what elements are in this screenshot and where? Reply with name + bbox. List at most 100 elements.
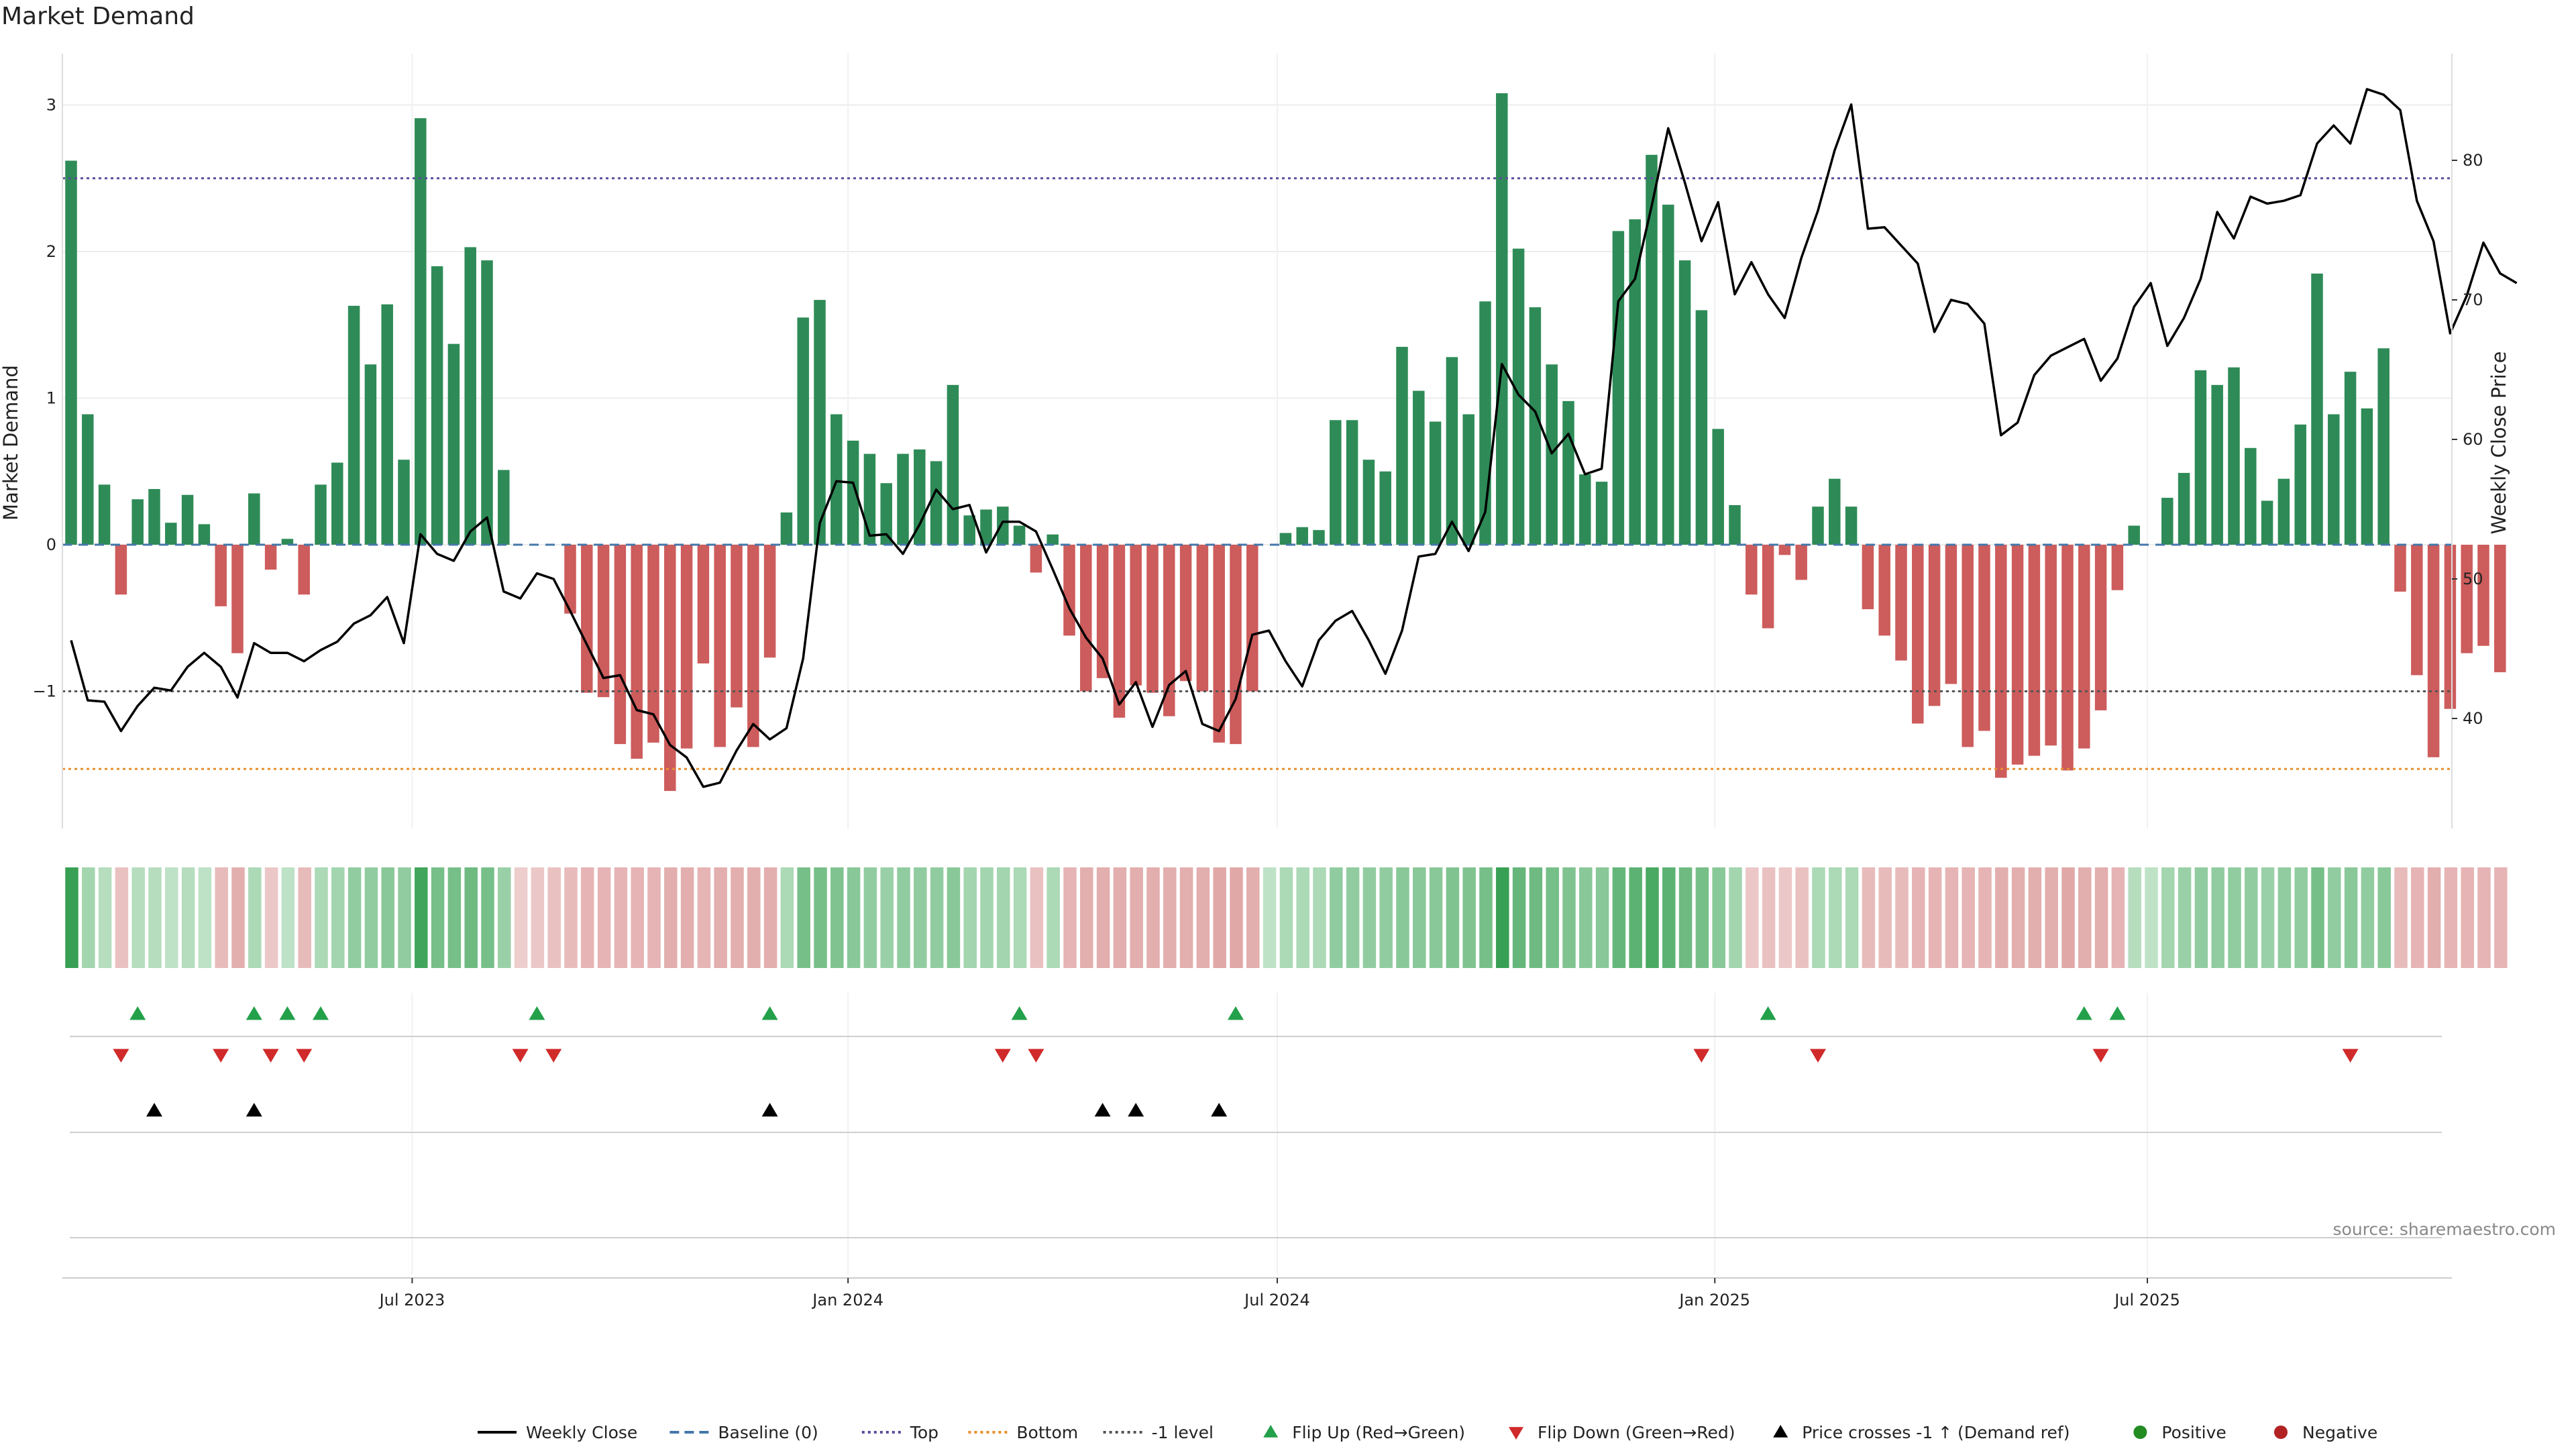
strip-cell (830, 867, 844, 968)
strip-cell (2161, 867, 2175, 968)
demand-bar (2377, 348, 2390, 545)
demand-bar (947, 384, 959, 545)
demand-bar (1429, 421, 1442, 545)
demand-bar (1795, 545, 1807, 580)
legend-label: Baseline (0) (718, 1423, 818, 1442)
demand-bar (763, 545, 776, 658)
strip-cell (2028, 867, 2042, 968)
demand-bar (198, 524, 211, 545)
y-right-axis-label: Weekly Close Price (2487, 352, 2510, 535)
strip-cell (1546, 867, 1559, 968)
y-left-tick-label: 1 (46, 389, 56, 408)
flip-down-marker (1693, 1049, 1710, 1063)
demand-bar (148, 488, 160, 545)
strip-cell (863, 867, 877, 968)
legend: Weekly Close Baseline (0) Top Bottom -1 leve… (478, 1423, 2377, 1442)
demand-bar (680, 545, 693, 749)
source-note: source: sharemaestro.com (2332, 1220, 2557, 1239)
legend-label: Negative (2302, 1423, 2377, 1442)
demand-bar (1313, 530, 1325, 545)
demand-bar (181, 494, 194, 545)
weekly-close-line (70, 88, 2518, 788)
demand-bar (1013, 525, 1026, 545)
strip-cell (115, 867, 129, 968)
y-right-tick-label: 60 (2463, 430, 2483, 449)
strip-cell (1396, 867, 1409, 968)
demand-bar (1046, 534, 1059, 545)
y-right-tick-label: 80 (2463, 151, 2483, 170)
legend-label: Bottom (1016, 1423, 1078, 1442)
strip-cell (1230, 867, 1243, 968)
strip-cell (248, 867, 262, 968)
legend-item: Flip Down (Green→Red) (1509, 1423, 1735, 1442)
strip-cell (2078, 867, 2092, 968)
demand-bar (1296, 527, 1308, 545)
strip-cell (1795, 867, 1809, 968)
legend-swatch (1773, 1425, 1788, 1438)
demand-bar (2411, 545, 2423, 676)
demand-bar (1995, 545, 2007, 778)
demand-bar (264, 545, 277, 570)
demand-bar (1529, 307, 1542, 545)
strip-cell (597, 867, 611, 968)
flip-down-marker (1028, 1049, 1044, 1063)
flip-down-marker (113, 1049, 129, 1063)
strip-cell (814, 867, 827, 968)
strip-cell (1845, 867, 1859, 968)
legend-item: Baseline (0) (669, 1423, 818, 1442)
demand-bar (1146, 545, 1159, 693)
demand-bar (1179, 545, 1192, 682)
strip-cell (1895, 867, 1909, 968)
demand-bar (1762, 545, 1774, 629)
demand-bar (1646, 154, 1658, 545)
strip-cell (1995, 867, 2008, 968)
demand-bar (2477, 545, 2489, 646)
strip-cell (1030, 867, 1044, 968)
strip-cell (1579, 867, 1593, 968)
strip-cell (131, 867, 145, 968)
strip-cell (1080, 867, 1093, 968)
strip-cell (1512, 867, 1526, 968)
strip-cell (1213, 867, 1226, 968)
strip-cell (547, 867, 561, 968)
strip-cell (1928, 867, 1942, 968)
demand-bar (1845, 506, 1858, 545)
legend-item: Flip Up (Red→Green) (1263, 1423, 1465, 1442)
x-axis: Jul 2023 Jan 2024 Jul 2024 Jan 2025 Jul 2025 (62, 1277, 2452, 1309)
flip-up-marker (2109, 1006, 2126, 1020)
strip-cell (1179, 867, 1193, 968)
strip-cell (963, 867, 977, 968)
strip-cell (1829, 867, 1842, 968)
demand-bar (1462, 414, 1474, 545)
strip-cell (2245, 867, 2258, 968)
strip-cell (2328, 867, 2341, 968)
demand-bar (431, 266, 443, 545)
strip-cell (1096, 867, 1110, 968)
strip-cell (431, 867, 445, 968)
legend-label: -1 level (1152, 1423, 1214, 1442)
strip-cell (1446, 867, 1460, 968)
demand-bar (1379, 471, 1391, 545)
flip-down-marker (1810, 1049, 1826, 1063)
price-cross-marker (246, 1103, 262, 1117)
demand-bar (1829, 478, 1841, 545)
demand-bar (1562, 400, 1574, 545)
strip-cell (398, 867, 411, 968)
strip-cell (2128, 867, 2141, 968)
strip-cell (98, 867, 112, 968)
strip-cell (614, 867, 628, 968)
strip-cell (2011, 867, 2025, 968)
demand-bar (2211, 384, 2223, 545)
legend-item: Bottom (968, 1423, 1078, 1442)
strip-cell (1945, 867, 1959, 968)
demand-bar (697, 545, 710, 663)
demand-bar (1546, 364, 1558, 545)
x-tick-label: Jul 2024 (1243, 1291, 1310, 1309)
legend-item: Positive (2133, 1423, 2226, 1442)
strip-cell (897, 867, 910, 968)
demand-bar (1579, 474, 1591, 545)
strip-cell (531, 867, 545, 968)
strip-cell (780, 867, 794, 968)
strip-cell (1429, 867, 1443, 968)
